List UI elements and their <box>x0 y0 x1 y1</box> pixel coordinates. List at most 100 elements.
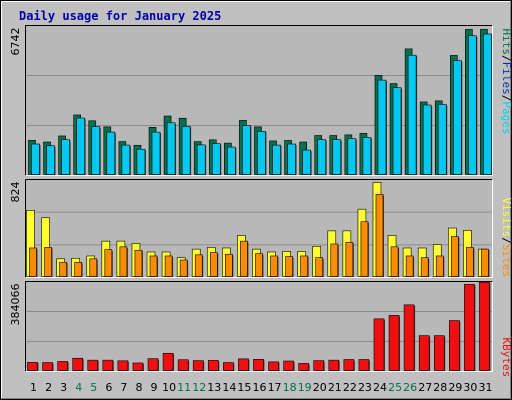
kbytes-bar-face <box>238 358 249 371</box>
kbytes-bar-face <box>433 335 445 371</box>
kbytes-bar <box>117 360 129 372</box>
kbytes-bar <box>449 320 461 372</box>
files-bar-face <box>422 104 432 175</box>
x-tick-label: 29 <box>448 381 462 394</box>
kbytes-bar <box>192 360 205 372</box>
legend-hits: Hits <box>500 29 512 56</box>
files-bar <box>227 146 237 176</box>
sites-bar-face <box>405 255 414 277</box>
kbytes-bar-face <box>268 361 279 371</box>
kbytes-bar-face <box>253 359 264 371</box>
files-bar <box>181 125 192 176</box>
files-bar <box>407 54 418 176</box>
kbytes-bar <box>343 359 355 372</box>
sites-bar <box>481 248 490 278</box>
kbytes-bar <box>223 362 235 372</box>
kbytes-bar-face <box>283 360 294 371</box>
files-bar <box>121 144 131 176</box>
files-bar-face <box>106 131 116 175</box>
sites-bar-face <box>300 255 308 277</box>
kbytes-bar <box>147 358 160 372</box>
files-bar <box>483 33 493 176</box>
sites-bar <box>345 241 354 278</box>
sites-bar-face <box>44 247 52 277</box>
x-tick-label: 5 <box>90 381 97 394</box>
sites-bar-face <box>74 261 82 277</box>
kbytes-bar <box>27 362 39 372</box>
sites-bar <box>315 257 324 278</box>
files-bar <box>272 144 282 176</box>
x-tick-label: 10 <box>162 381 176 394</box>
y-max-label-kbytes: 384066 <box>9 284 22 326</box>
x-tick-label: 1 <box>30 381 37 394</box>
kbytes-bar-face <box>27 362 38 371</box>
kbytes-bar-face <box>42 362 53 371</box>
kbytes-bar-face <box>192 360 204 371</box>
files-bar <box>287 143 297 176</box>
sites-bar <box>104 249 113 278</box>
files-bar-face <box>227 146 236 175</box>
files-bar-face <box>46 145 55 175</box>
x-tick-label: 27 <box>418 381 432 394</box>
files-bar <box>211 143 222 176</box>
sites-bar <box>149 255 159 278</box>
sites-bar <box>420 257 430 278</box>
sites-bar <box>119 246 128 278</box>
kbytes-bar <box>283 360 295 372</box>
sites-bar <box>435 255 445 278</box>
kbytes-bar-face <box>72 357 83 371</box>
files-bar-face <box>483 33 492 175</box>
files-bar-face <box>347 138 357 175</box>
chart-title: Daily usage for January 2025 <box>19 9 221 23</box>
files-bar-face <box>392 87 402 175</box>
sites-bar <box>209 252 219 278</box>
files-bar <box>362 137 372 176</box>
kbytes-bar <box>162 352 175 372</box>
sites-bar <box>134 249 143 278</box>
kbytes-bar <box>42 362 54 372</box>
x-tick-label: 16 <box>253 381 267 394</box>
sites-bar <box>44 247 53 278</box>
kbytes-bar <box>87 359 99 372</box>
files-bar-face <box>468 35 477 175</box>
files-bar <box>453 60 463 176</box>
kbytes-bar <box>313 360 325 372</box>
x-tick-label: 18 <box>283 381 297 394</box>
files-bar <box>151 131 162 176</box>
sites-bar <box>390 246 400 278</box>
kbytes-bar <box>102 359 114 372</box>
x-tick-label: 28 <box>433 381 447 394</box>
kbytes-bar-face <box>449 320 460 371</box>
sites-bar-face <box>345 241 354 277</box>
kbytes-bar-face <box>343 359 355 371</box>
sites-bar <box>466 247 475 278</box>
files-bar-face <box>181 125 191 175</box>
sites-bar <box>194 254 204 278</box>
sites-bar <box>89 258 98 278</box>
x-tick-label: 8 <box>135 381 142 394</box>
files-bar-face <box>437 104 447 175</box>
kbytes-bar <box>238 358 250 372</box>
files-bar <box>76 117 86 176</box>
sites-bar-face <box>59 261 67 277</box>
sites-bar-face <box>255 253 263 277</box>
files-bar-face <box>377 79 387 175</box>
files-bar-face <box>196 144 206 175</box>
x-tick-label: 25 <box>388 381 402 394</box>
x-tick-label: 7 <box>120 381 127 394</box>
legend-kbytes-panel: KBytes <box>500 338 512 378</box>
kbytes-bar-face <box>207 360 219 371</box>
kbytes-bar-face <box>117 360 129 371</box>
sites-bar <box>255 253 264 278</box>
kbytes-bar-face <box>132 362 144 371</box>
kbytes-bar <box>433 335 446 372</box>
kbytes-bar <box>57 361 69 372</box>
files-bar <box>377 79 387 176</box>
kbytes-bar-face <box>403 304 415 371</box>
sites-bar <box>285 256 294 278</box>
y-max-label-hits: 6742 <box>9 28 22 56</box>
files-bar <box>302 149 312 176</box>
kbytes-bar-face <box>177 359 189 371</box>
